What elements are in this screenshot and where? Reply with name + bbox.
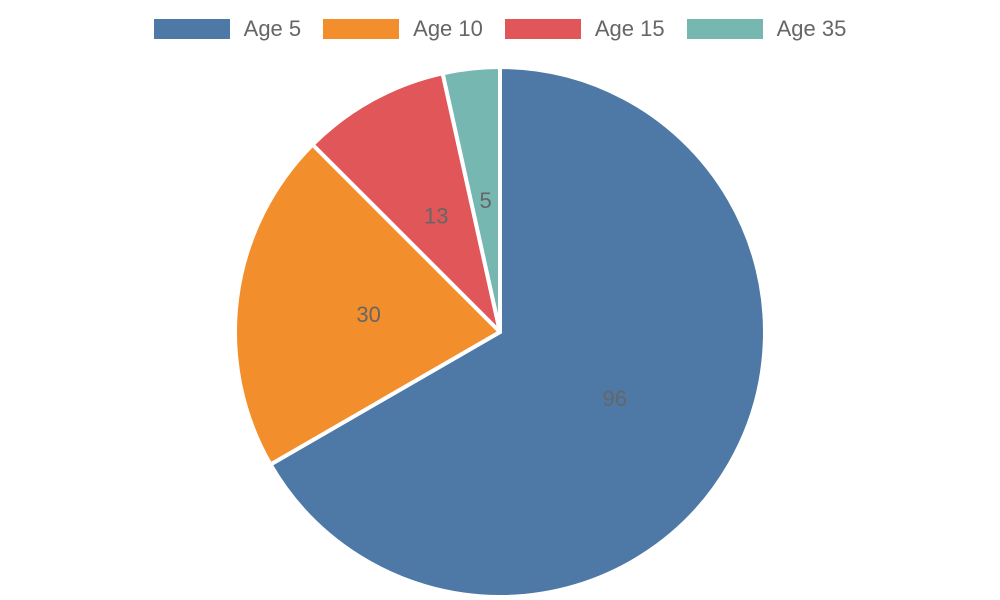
chart-legend: Age 5 Age 10 Age 15 Age 35 — [0, 16, 1000, 42]
slice-value-label: 13 — [424, 203, 448, 228]
legend-label: Age 35 — [776, 16, 847, 41]
legend-label: Age 10 — [413, 16, 483, 41]
legend-swatch — [153, 19, 230, 39]
legend-swatch — [686, 19, 763, 39]
legend-item-age-10[interactable]: Age 10 — [323, 16, 483, 42]
legend-item-age-35[interactable]: Age 35 — [686, 16, 847, 42]
legend-item-age-5[interactable]: Age 5 — [153, 16, 302, 42]
legend-item-age-15[interactable]: Age 15 — [504, 16, 665, 42]
pie-slice-age-5[interactable] — [268, 65, 767, 599]
legend-swatch — [504, 19, 581, 39]
slice-value-label: 96 — [603, 386, 627, 411]
pie-slice-age-35[interactable] — [440, 65, 502, 334]
pie-slice-age-10[interactable] — [233, 142, 502, 467]
legend-label: Age 5 — [243, 16, 302, 41]
slice-value-label: 30 — [356, 302, 380, 327]
legend-swatch — [323, 19, 400, 39]
slice-value-label: 5 — [479, 188, 491, 213]
pie-slice-age-15[interactable] — [310, 71, 502, 334]
legend-label: Age 15 — [594, 16, 665, 41]
